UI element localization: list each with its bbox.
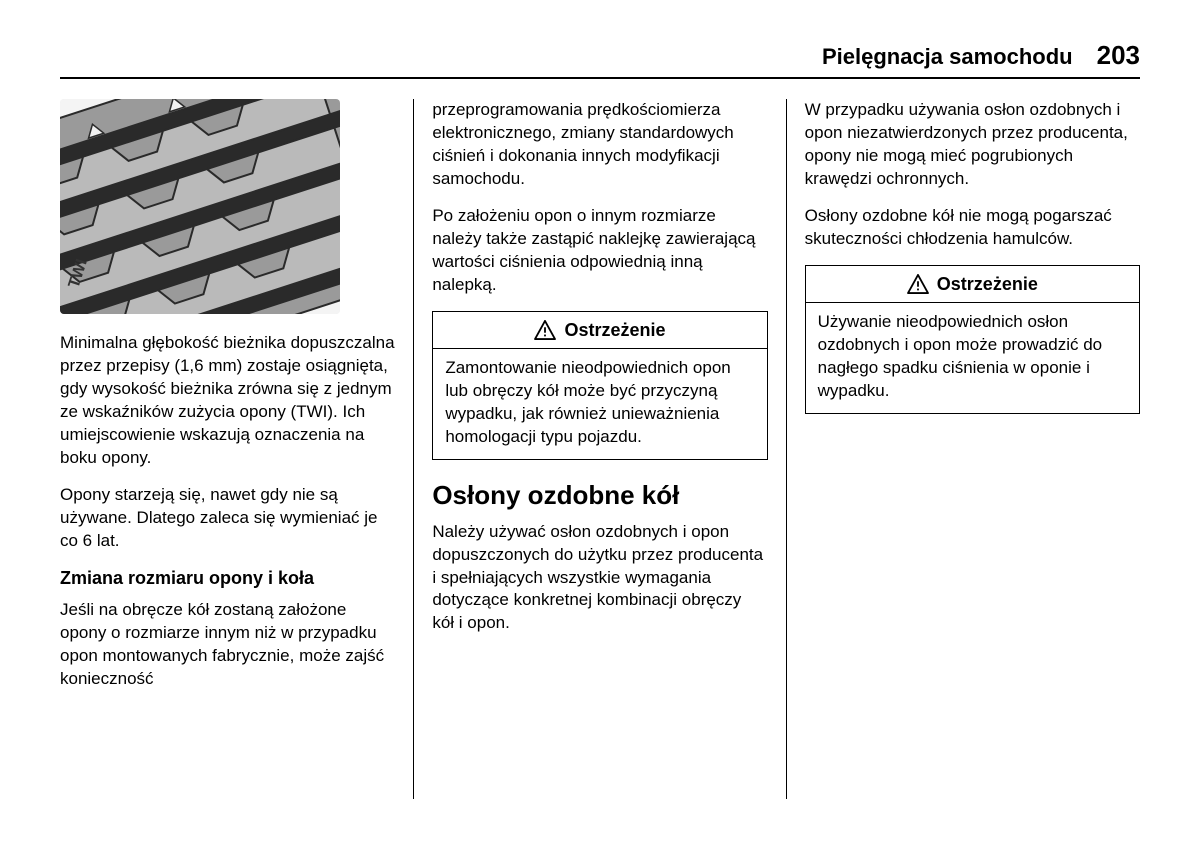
col2-para-2: Po założeniu opon o innym rozmiarze nale… [432,205,767,297]
col3-para-2: Osłony ozdobne kół nie mogą pogarszać sk… [805,205,1140,251]
content-columns: TWI Minimalna głębokość bieżnika dopuszc… [60,99,1140,799]
col2-para-1: przeprogramowania prędkościomierza elekt… [432,99,767,191]
page-header: Pielęgnacja samochodu 203 [60,40,1140,79]
col1-para-2: Opony starzeją się, nawet gdy nie są uży… [60,484,395,553]
warning-box-2: Ostrzeżenie Używanie nieodpowiednich osł… [805,265,1140,414]
warning-body-2: Używanie nieodpowiednich osłon ozdobnych… [806,303,1139,413]
warning-triangle-icon [534,320,556,340]
warning-triangle-icon [907,274,929,294]
warning-box-1: Ostrzeżenie Zamontowanie nieodpowiednich… [432,311,767,460]
col3-para-1: W przypadku używania osłon ozdobnych i o… [805,99,1140,191]
col2-h2: Osłony ozdobne kół [432,478,767,513]
col1-para-3: Jeśli na obręcze kół zostaną założone op… [60,599,395,691]
col1-subhead: Zmiana rozmiaru opony i koła [60,566,395,590]
column-2: przeprogramowania prędkościomierza elekt… [414,99,786,799]
tire-icon: TWI [60,99,340,314]
col1-para-1: Minimalna głębokość bieżnika dopuszczaln… [60,332,395,470]
col2-para-3: Należy używać osłon ozdobnych i opon dop… [432,521,767,636]
section-title: Pielęgnacja samochodu [822,44,1073,70]
column-1: TWI Minimalna głębokość bieżnika dopuszc… [60,99,414,799]
warning-header-2: Ostrzeżenie [806,266,1139,303]
column-3: W przypadku używania osłon ozdobnych i o… [787,99,1140,799]
warning-header-1: Ostrzeżenie [433,312,766,349]
tire-tread-illustration: TWI [60,99,340,314]
manual-page: Pielęgnacja samochodu 203 [0,0,1200,847]
warning-title-1: Ostrzeżenie [564,318,665,342]
warning-title-2: Ostrzeżenie [937,272,1038,296]
warning-body-1: Zamontowanie nieodpowiednich opon lub ob… [433,349,766,459]
page-number: 203 [1097,40,1140,71]
